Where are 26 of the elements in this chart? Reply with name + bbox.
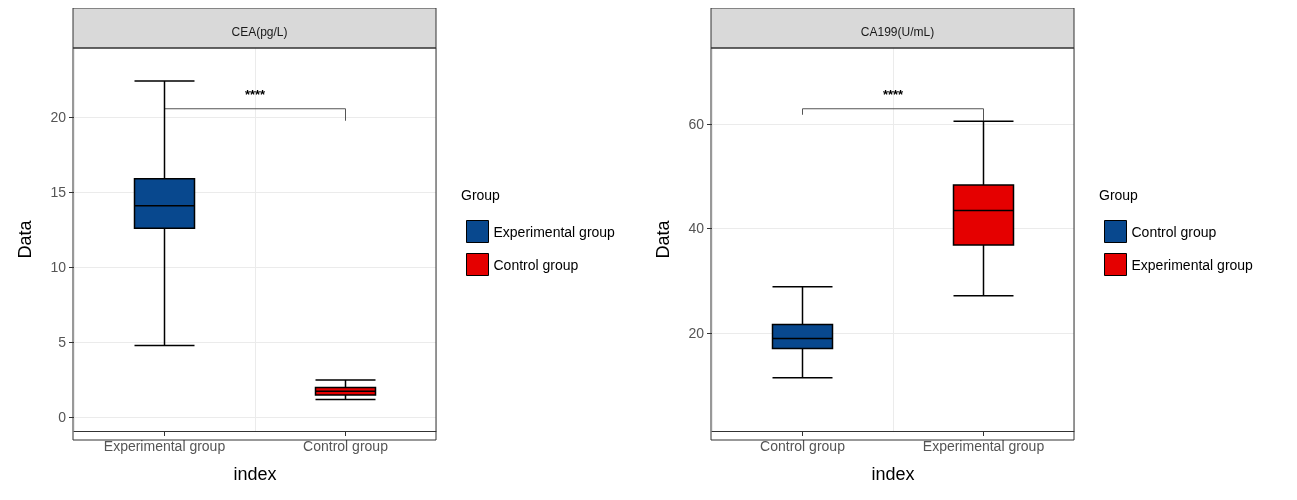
x-tick-label: Control group: [303, 438, 389, 454]
legend-label: Control group: [493, 256, 579, 273]
legend-title: Group: [1099, 187, 1139, 203]
chart-title: CEA(pg/L): [231, 25, 288, 39]
legend-label: Control group: [1131, 223, 1217, 240]
y-tick-label: 20: [50, 109, 67, 126]
annotation: ****: [882, 86, 905, 102]
y-tick-label: 20: [688, 324, 705, 341]
y-tick-label: 10: [50, 259, 67, 276]
x-axis-title: index: [233, 464, 277, 484]
legend-label: Experimental group: [493, 223, 616, 240]
y-tick-label: 15: [50, 184, 67, 201]
x-tick-label: Experimental group: [103, 438, 226, 454]
y-axis-title: Data: [15, 219, 35, 259]
legend-label: Experimental group: [1131, 256, 1254, 273]
annotation: ****: [244, 86, 267, 102]
y-tick-label: 40: [688, 220, 705, 237]
x-axis-title: index: [871, 464, 915, 484]
y-tick-label: 5: [58, 334, 67, 351]
x-tick-label: Experimental group: [922, 438, 1045, 454]
x-tick-label: Control group: [760, 438, 846, 454]
y-tick-label: 0: [58, 409, 67, 426]
chart-title: CA199(U/mL): [860, 25, 935, 39]
y-tick-label: 60: [688, 115, 705, 132]
legend-title: Group: [461, 187, 501, 203]
y-axis-title: Data: [653, 219, 673, 259]
